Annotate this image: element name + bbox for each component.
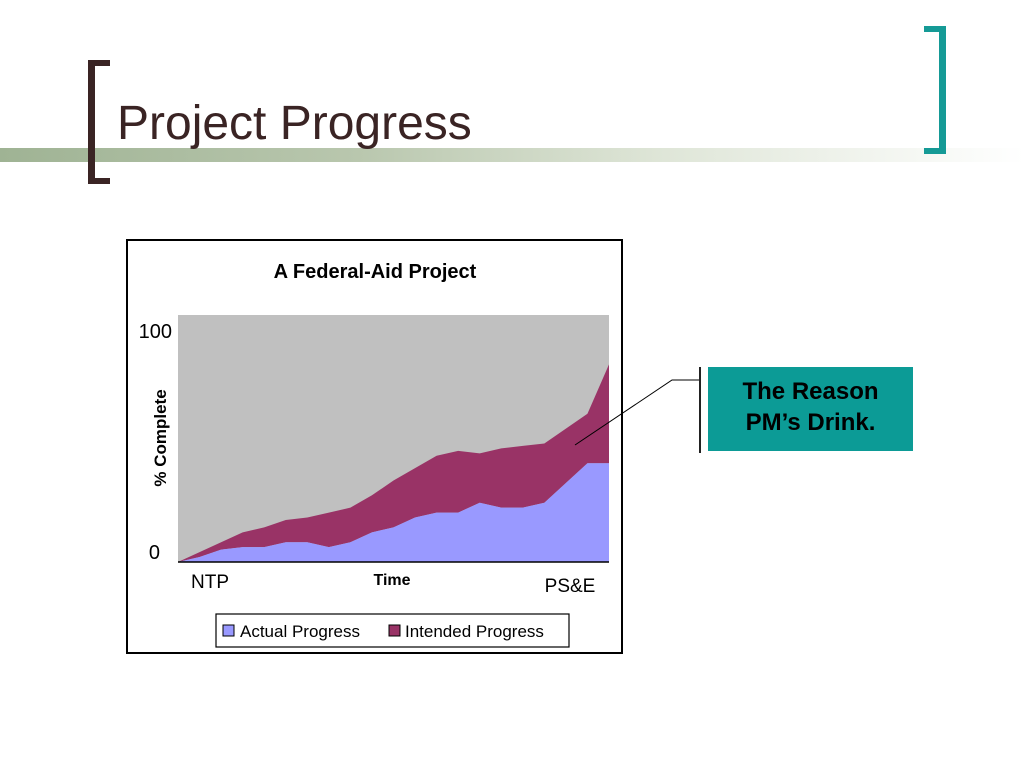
callout-leader-line [574, 379, 699, 446]
callout-line-2: PM’s Drink. [745, 409, 876, 436]
legend-label-intended: Intended Progress [405, 622, 544, 641]
legend-label-actual: Actual Progress [240, 622, 360, 641]
left-bracket-decoration [88, 60, 110, 184]
legend-swatch-intended [388, 624, 401, 637]
callout-box: The Reason PM’s Drink. [708, 367, 913, 451]
y-tick-label-bottom: 0 [149, 542, 160, 564]
chart-title: A Federal-Aid Project [274, 261, 477, 283]
callout-rule [699, 367, 701, 453]
y-axis-label: % Complete [151, 389, 170, 486]
x-axis-label: Time [373, 572, 410, 589]
slide-title: Project Progress [117, 97, 472, 150]
legend: Actual Progress Intended Progress [215, 613, 570, 648]
y-tick-label-top: 100 [139, 321, 172, 343]
legend-swatch-actual [222, 624, 235, 637]
x-tick-label-end: PS&E [545, 576, 596, 597]
intended-progress-area [178, 364, 609, 562]
x-tick-label-start: NTP [191, 572, 229, 593]
right-bracket-decoration [924, 26, 946, 154]
callout-line-1: The Reason [742, 378, 879, 405]
title-underline-bar [0, 148, 1024, 162]
actual-progress-area [178, 463, 609, 562]
